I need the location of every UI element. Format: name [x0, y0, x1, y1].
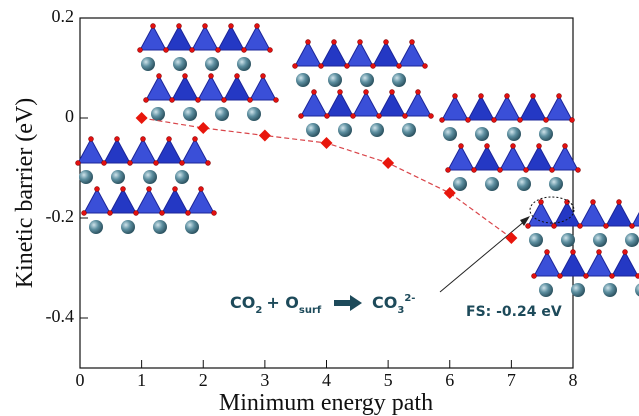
y-tick-label: -0.4	[46, 306, 75, 326]
x-tick-label: 0	[76, 370, 85, 390]
reaction-text: 3	[397, 305, 404, 316]
x-tick-label: 4	[322, 370, 331, 390]
reaction-text: CO	[230, 293, 255, 312]
reaction-text: surf	[299, 305, 322, 316]
structure-image	[138, 24, 279, 122]
structure-image	[293, 40, 434, 138]
data-point	[197, 122, 209, 134]
reaction-label: CO2 + Osurf	[230, 293, 322, 316]
x-tick-label: 1	[137, 370, 146, 390]
reaction-text: CO	[372, 293, 397, 312]
reaction-text: 2-	[404, 293, 415, 304]
x-tick-label: 2	[199, 370, 208, 390]
y-tick-label: 0	[65, 106, 74, 126]
data-point	[259, 130, 271, 142]
data-point	[505, 232, 517, 244]
y-axis-label: Kinetic barrier (eV)	[12, 98, 38, 289]
page: CO2+ Osurf CO32- FS: -0.24 eV Minimum en…	[0, 0, 639, 416]
x-tick-label: 8	[569, 370, 578, 390]
structure-image	[440, 94, 581, 192]
fs-label: FS: -0.24 eV	[466, 304, 562, 320]
x-axis-label: Minimum energy path	[219, 390, 433, 416]
data-point	[321, 137, 333, 149]
reaction-text: 2	[255, 305, 262, 316]
x-tick-label: 6	[445, 370, 454, 390]
reaction-text: + O	[266, 293, 299, 312]
structure-image	[526, 200, 639, 298]
x-tick-label: 3	[260, 370, 269, 390]
data-point	[382, 157, 394, 169]
data-point	[136, 112, 148, 124]
y-tick-label: -0.2	[46, 206, 75, 226]
y-tick-label: 0.2	[52, 6, 75, 26]
chart: CO2+ Osurf CO32- FS: -0.24 eV Minimum en…	[0, 0, 639, 416]
reaction-label: CO32-	[372, 293, 415, 316]
structure-image	[76, 137, 217, 235]
data-point	[444, 187, 456, 199]
pointer-arrow	[440, 220, 526, 292]
reaction-arrow	[334, 295, 362, 311]
x-tick-label: 5	[384, 370, 393, 390]
x-tick-label: 7	[507, 370, 516, 390]
